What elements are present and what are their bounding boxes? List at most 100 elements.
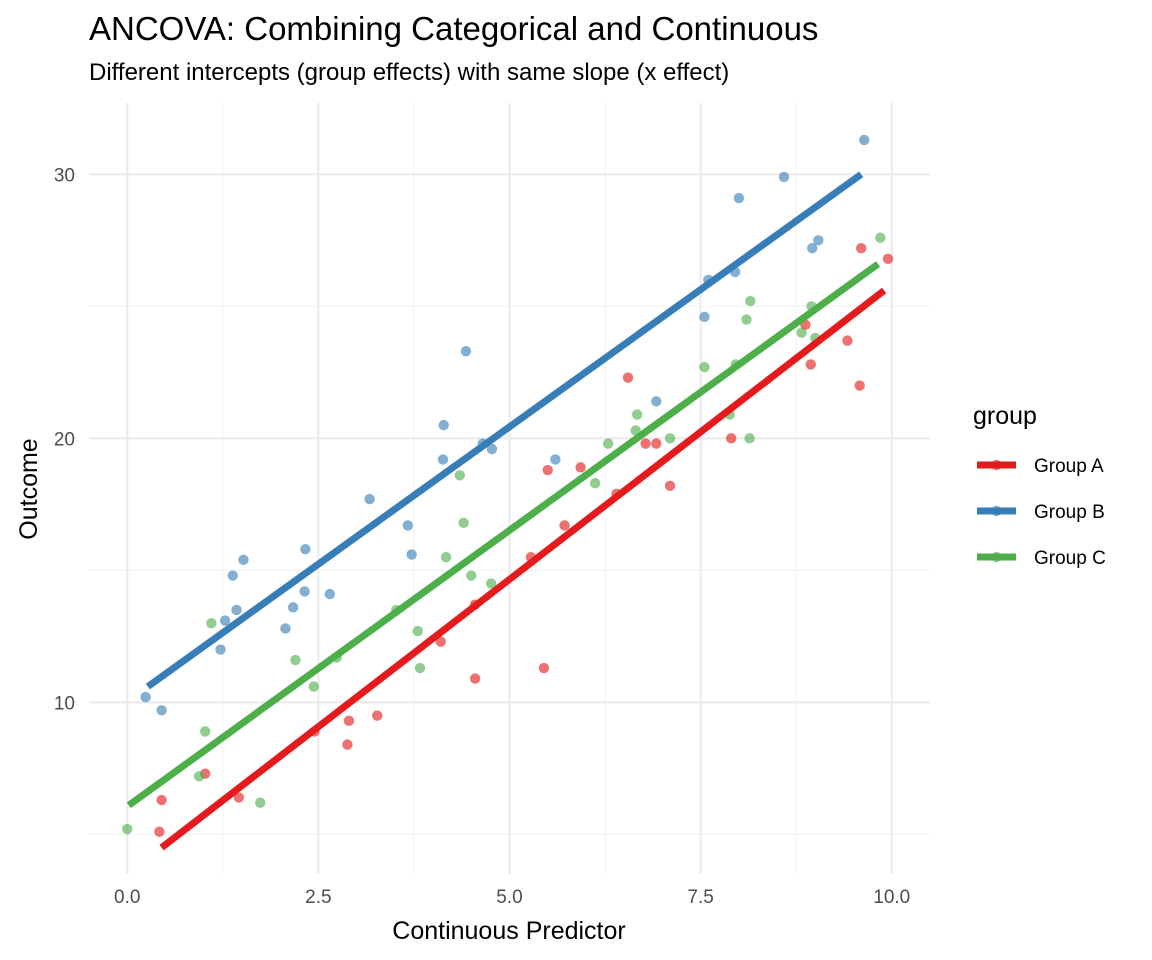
y-tick-label: 30 [54,165,75,186]
legend-title: group [973,402,1037,430]
data-point-group-b [238,554,249,565]
data-point-group-a [372,710,383,721]
data-point-group-a [154,826,165,837]
legend-label-group-a: Group A [1034,456,1104,477]
major-gridlines [89,103,930,874]
x-axis-ticks: 0.0 2.5 5.0 7.5 10.0 [114,887,910,908]
data-point-group-a [343,715,355,727]
data-point-group-b [733,192,745,204]
data-point-group-c [122,823,133,835]
data-point-group-a [538,662,550,674]
y-tick-label: 20 [54,429,75,450]
data-point-group-b [486,443,498,455]
data-point-group-a [622,372,634,383]
data-point-group-c [485,578,497,589]
data-point-group-b [402,520,414,531]
data-point-group-a [855,243,867,254]
data-point-group-b [299,586,310,597]
data-point-group-c [699,361,710,373]
x-tick-label: 0.0 [114,887,140,908]
data-point-group-c [631,409,643,420]
data-point-group-b [156,705,167,716]
data-point-group-a [542,464,553,476]
data-point-group-a [156,794,167,806]
data-point-group-c [200,726,211,737]
x-tick-label: 5.0 [496,887,522,908]
data-point-group-c [414,662,426,674]
y-axis-title: Outcome [15,438,43,539]
data-point-group-c [589,478,601,489]
data-point-group-b [438,419,449,431]
data-point-group-a [233,792,245,803]
data-point-group-c [193,771,205,782]
data-point-group-c [412,625,423,637]
data-point-group-c [875,232,886,243]
data-point-group-c [440,551,452,563]
x-tick-label: 10.0 [873,887,910,908]
data-point-group-b [364,493,375,505]
data-point-group-b [280,623,291,634]
data-point-group-b [215,644,226,655]
data-point-group-b [460,345,472,357]
data-point-group-a [640,438,651,449]
legend-key-point-group-c [991,551,1002,563]
data-point-group-c [602,438,614,449]
data-point-group-a [469,673,481,684]
y-tick-label: 10 [54,693,75,714]
data-point-group-a [854,380,865,391]
data-point-group-b [231,604,242,616]
data-point-group-b [813,235,824,246]
data-point-group-a [651,438,662,449]
data-point-group-b [778,171,790,183]
data-point-group-c [796,327,807,338]
legend: group Group A Group B Group C [973,402,1106,569]
fit-line-group-a [159,287,887,851]
legend-key-point-group-b [991,505,1002,517]
data-point-group-c [458,517,469,529]
legend-key-point-group-a [991,459,1002,471]
data-point-group-a [842,335,853,346]
fit-lines [126,171,887,851]
data-point-group-c [454,470,466,481]
x-tick-label: 7.5 [687,887,713,908]
fit-line-group-b [145,171,864,690]
x-tick-label: 2.5 [305,887,331,908]
data-point-group-c [255,797,266,808]
data-point-group-b [287,602,299,613]
data-point-group-b [406,549,417,560]
data-point-group-b [227,570,238,581]
y-axis-ticks: 10 20 30 [54,165,75,714]
data-point-group-c [664,433,676,444]
data-point-group-b [699,311,710,323]
legend-label-group-c: Group C [1034,548,1106,569]
data-point-group-b [437,454,449,465]
data-point-group-b [300,544,311,555]
data-point-group-c [741,314,752,325]
data-point-group-b [219,615,231,626]
data-point-group-b [140,691,151,703]
data-point-group-a [435,636,446,647]
data-point-group-a [882,253,894,264]
data-point-group-a [664,480,676,492]
data-point-group-b [859,134,870,146]
chart-subtitle: Different intercepts (group effects) wit… [89,59,730,86]
data-point-group-c [290,654,301,666]
data-point-group-c [308,681,319,692]
data-point-group-c [466,570,477,581]
legend-label-group-b: Group B [1034,502,1105,523]
x-axis-title: Continuous Predictor [392,917,625,945]
data-point-group-b [651,396,662,407]
data-point-group-a [575,462,586,473]
data-point-group-b [807,243,818,254]
data-points [122,134,894,837]
data-point-group-a [559,520,570,531]
data-point-group-b [550,454,561,465]
data-point-group-a [342,739,353,750]
chart-title: ANCOVA: Combining Categorical and Contin… [89,10,819,47]
data-point-group-a [726,433,737,444]
data-point-group-c [206,617,217,629]
data-point-group-a [805,359,816,370]
data-point-group-b [324,588,336,600]
data-point-group-c [745,295,756,307]
